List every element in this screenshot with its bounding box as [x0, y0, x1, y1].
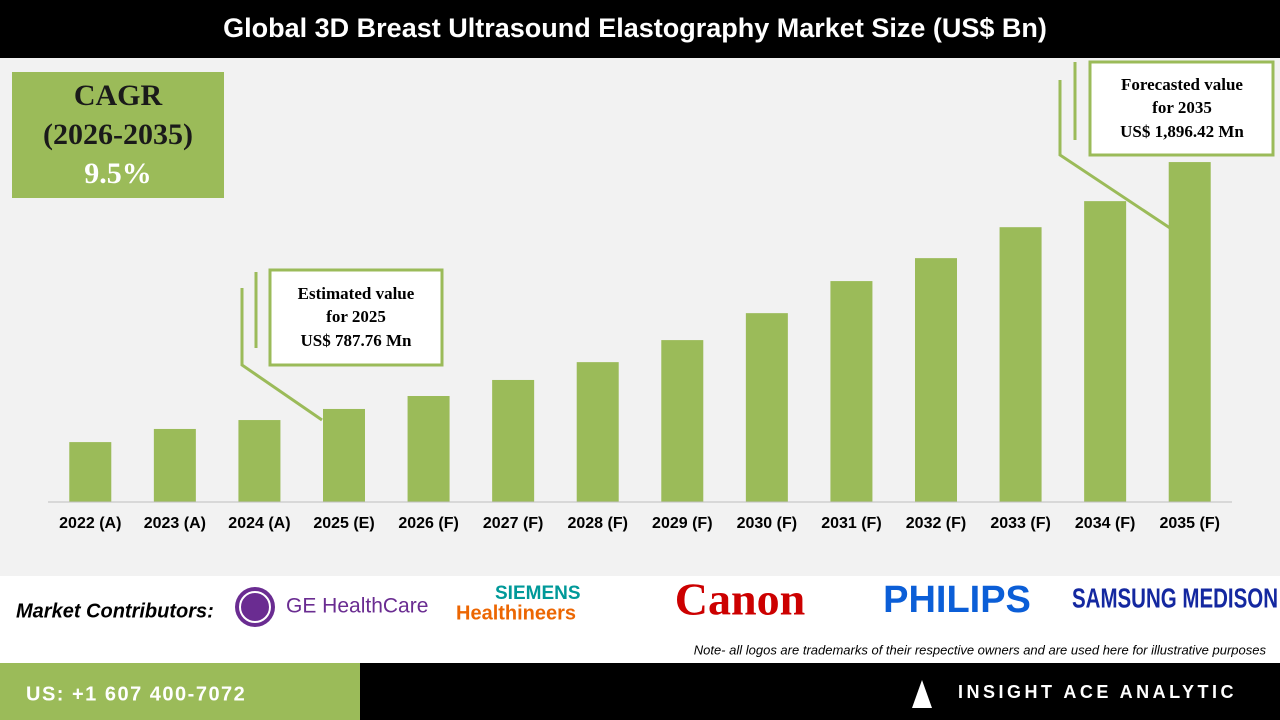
cagr-label: CAGR: [74, 79, 163, 112]
logo: Canon: [675, 574, 805, 625]
cagr-box: [12, 72, 224, 198]
chart-title: Global 3D Breast Ultrasound Elastography…: [223, 13, 1047, 43]
forecast-callout: [1058, 60, 1275, 230]
x-tick-label: 2031 (F): [821, 515, 881, 532]
bar: [576, 362, 619, 502]
forecast-note: US$ 1,896.42 Mn: [1120, 122, 1244, 141]
footer-phone: US: +1 607 400-7072: [26, 683, 246, 705]
bar: [323, 408, 365, 502]
x-tick-label: 2030 (F): [737, 515, 797, 532]
cagr-period: (2026-2035): [43, 118, 193, 151]
x-tick-label: 2027 (F): [483, 515, 543, 532]
x-tick-label: 2033 (F): [990, 515, 1050, 532]
x-tick-label: 2025 (E): [313, 515, 374, 532]
logo: Healthineers: [456, 602, 576, 624]
logo: GE HealthCare: [286, 595, 428, 618]
x-tick-label: 2023 (A): [144, 515, 206, 532]
bar: [661, 340, 704, 502]
bar: [1168, 162, 1211, 502]
x-tick-label: 2026 (F): [398, 515, 458, 532]
brand-icon: [912, 680, 932, 708]
logo: PHILIPS: [883, 579, 1031, 621]
logo-note: Note- all logos are trademarks of their …: [694, 642, 1267, 657]
ge-logo-ring: [239, 591, 271, 623]
logo: SIEMENS: [495, 583, 581, 604]
x-tick-label: 2029 (F): [652, 515, 712, 532]
bar: [999, 227, 1042, 502]
forecast-note: for 2035: [1152, 98, 1212, 117]
title-bar: [0, 0, 1280, 58]
x-tick-label: 2022 (A): [59, 515, 121, 532]
x-tick-label: 2032 (F): [906, 515, 966, 532]
x-tick-label: 2024 (A): [228, 515, 290, 532]
estimate-note: US$ 787.76 Mn: [301, 331, 413, 350]
x-tick-label: 2035 (F): [1159, 515, 1219, 532]
logo: SAMSUNG MEDISON: [1072, 582, 1278, 613]
bar: [238, 420, 281, 502]
x-tick-label: 2034 (F): [1075, 515, 1135, 532]
forecast-note: Forecasted value: [1121, 75, 1243, 94]
footer-bg: [360, 663, 1280, 720]
bar: [745, 313, 788, 502]
bar: [915, 258, 957, 502]
bar: [1084, 201, 1127, 503]
bar: [492, 379, 535, 502]
estimate-callout: [240, 268, 444, 422]
bar: [407, 395, 450, 502]
footer-phone-bg: [0, 663, 360, 720]
x-tick-label: 2028 (F): [567, 515, 627, 532]
footer-brand: INSIGHT ACE ANALYTIC: [958, 682, 1237, 702]
bar: [69, 442, 112, 502]
estimate-note: Estimated value: [298, 284, 415, 303]
contributors-label: Market Contributors:: [16, 600, 214, 622]
estimate-note: for 2025: [326, 307, 386, 326]
bar: [153, 428, 196, 502]
bar: [830, 281, 873, 502]
cagr-value: 9.5%: [84, 157, 152, 190]
